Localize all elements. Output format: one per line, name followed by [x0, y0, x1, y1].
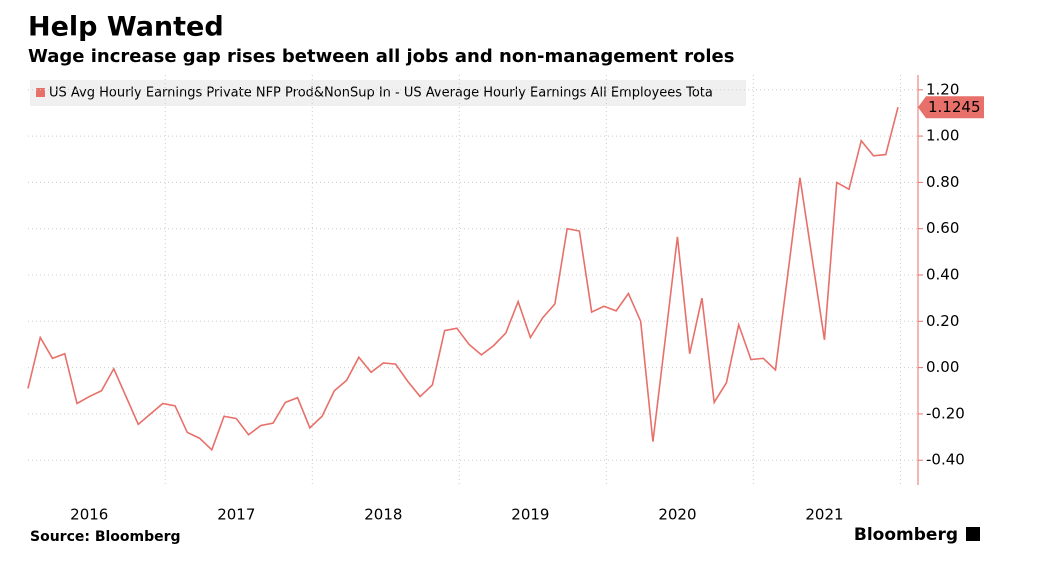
legend-box	[30, 80, 746, 106]
brand: Bloomberg	[854, 525, 958, 545]
last-value-tag	[918, 96, 984, 119]
y-tick-label: 0.60	[926, 219, 959, 237]
legend-swatch	[36, 88, 45, 97]
source: Source: Bloomberg	[30, 529, 181, 545]
x-tick-label: 2018	[364, 506, 402, 524]
line	[27, 107, 899, 452]
y-tick-label: 0.20	[926, 312, 959, 330]
x-tick-label: 2020	[658, 506, 696, 524]
y-tick-label: -0.40	[926, 451, 965, 469]
y-tick-label: 0.40	[926, 266, 959, 284]
y-tick-label: 1.00	[926, 127, 959, 145]
x-tick-label: 2019	[511, 506, 549, 524]
last-value-label: 1.1245	[928, 98, 981, 116]
y-tick-label: -0.20	[926, 404, 965, 422]
x-tick-label: 2021	[805, 506, 843, 524]
chart-subtitle: Wage increase gap rises between all jobs…	[28, 46, 734, 67]
chart-title: Help Wanted	[28, 12, 224, 43]
x-tick-label: 2016	[70, 506, 108, 524]
legend-label: US Avg Hourly Earnings Private NFP Prod&…	[49, 86, 713, 101]
y-tick-label: 0.80	[926, 173, 959, 191]
x-tick-label: 2017	[217, 506, 255, 524]
y-tick-label: 1.20	[926, 80, 959, 98]
brand-icon	[966, 527, 980, 541]
y-tick-label: 0.00	[926, 358, 959, 376]
